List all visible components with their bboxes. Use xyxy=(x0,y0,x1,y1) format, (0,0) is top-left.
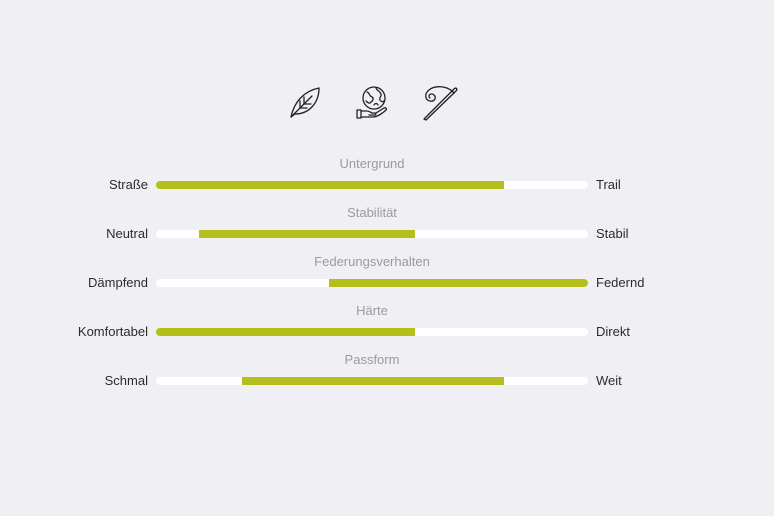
scale-right-label: Weit xyxy=(596,373,622,388)
scale-right-label: Trail xyxy=(596,177,621,192)
needle-thread-icon xyxy=(421,84,459,122)
earth-in-hand-icon xyxy=(353,84,391,122)
scale-track xyxy=(156,328,588,336)
scale-range-fill xyxy=(199,230,416,238)
scale-left-label: Schmal xyxy=(104,373,148,388)
feature-icons xyxy=(0,84,774,124)
scale-right-label: Stabil xyxy=(596,226,629,241)
scale-track xyxy=(156,181,588,189)
scale-title: Federungsverhalten xyxy=(314,254,430,269)
scale-left-label: Dämpfend xyxy=(88,275,148,290)
scale-range-fill xyxy=(156,328,416,336)
leaf-icon xyxy=(286,84,324,122)
scale-left-label: Straße xyxy=(108,177,148,192)
scale-3: Federungsverhalten Dämpfend Federnd xyxy=(0,254,774,294)
scale-title: Untergrund xyxy=(339,156,405,171)
scale-2: Stabilität Neutral Stabil xyxy=(0,205,774,245)
scale-right-label: Federnd xyxy=(596,275,645,290)
scale-track xyxy=(156,279,588,287)
scale-range-fill xyxy=(328,279,588,287)
scale-1: Untergrund Straße Trail xyxy=(0,156,774,196)
scale-5: Passform Schmal Weit xyxy=(0,352,774,392)
scale-left-label: Komfortabel xyxy=(77,324,148,339)
scale-range-fill xyxy=(242,377,505,385)
scale-title: Stabilität xyxy=(347,205,397,220)
scale-track xyxy=(156,230,588,238)
scale-title: Härte xyxy=(356,303,388,318)
scale-track xyxy=(156,377,588,385)
scale-range-fill xyxy=(156,181,505,189)
scale-title: Passform xyxy=(344,352,400,367)
scale-left-label: Neutral xyxy=(106,226,148,241)
scale-4: Härte Komfortabel Direkt xyxy=(0,303,774,343)
scale-right-label: Direkt xyxy=(596,324,630,339)
